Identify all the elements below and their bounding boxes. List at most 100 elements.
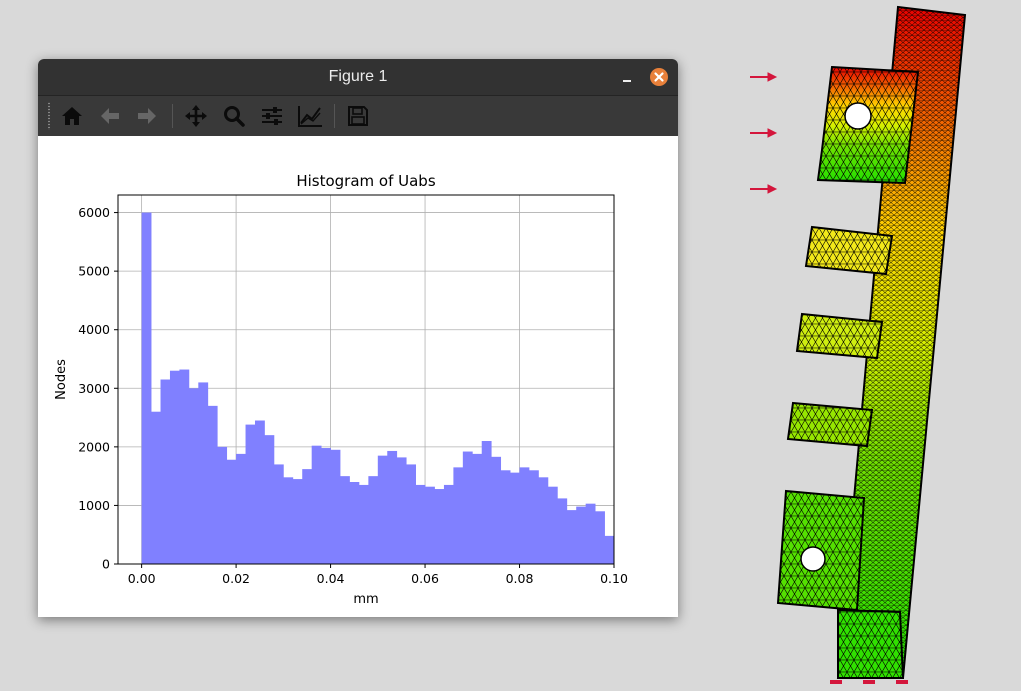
home-icon bbox=[62, 107, 82, 125]
x-tick-label: 0.10 bbox=[600, 571, 628, 586]
histogram-bar bbox=[283, 477, 294, 564]
toolbar-grip[interactable] bbox=[47, 102, 51, 130]
histogram-bar bbox=[141, 212, 152, 565]
fem-mesh-view bbox=[750, 5, 967, 684]
histogram-bar bbox=[160, 379, 171, 564]
y-tick-label: 5000 bbox=[78, 264, 110, 279]
pan-button[interactable] bbox=[180, 100, 212, 132]
histogram-bar bbox=[226, 459, 237, 564]
y-tick-label: 6000 bbox=[78, 205, 110, 220]
histogram-bar bbox=[377, 455, 388, 564]
floppy-disk-icon bbox=[348, 106, 368, 126]
x-tick-label: 0.08 bbox=[506, 571, 534, 586]
chart-title: Histogram of Uabs bbox=[296, 172, 435, 190]
histogram-bar bbox=[340, 476, 350, 564]
histogram-bar bbox=[500, 470, 511, 564]
x-tick-label: 0.02 bbox=[222, 571, 250, 586]
histogram-bar bbox=[566, 510, 577, 564]
histogram-bar bbox=[585, 503, 596, 564]
close-button[interactable] bbox=[650, 68, 668, 86]
y-axis-label: Nodes bbox=[54, 359, 69, 400]
back-button[interactable] bbox=[94, 100, 126, 132]
histogram-bar bbox=[264, 435, 275, 564]
histogram-bar bbox=[528, 470, 539, 564]
histogram-bar bbox=[538, 477, 549, 564]
histogram-bar bbox=[349, 482, 360, 564]
histogram-bar bbox=[321, 448, 331, 564]
histogram-bar bbox=[292, 479, 303, 564]
histogram-bar bbox=[311, 445, 322, 564]
histogram-bar bbox=[604, 535, 615, 564]
histogram-bar bbox=[519, 467, 530, 564]
zoom-button[interactable] bbox=[218, 100, 250, 132]
histogram-bar bbox=[198, 382, 209, 564]
move-icon bbox=[185, 105, 207, 127]
plot-canvas[interactable]: 0.00 0.02 0.04 0.06 0.08 0.10 0 1000 2000 3000 400… bbox=[38, 136, 678, 617]
histogram-bar bbox=[462, 451, 473, 564]
histogram-bar bbox=[434, 489, 445, 564]
histogram-bar bbox=[387, 450, 398, 564]
y-tick-label: 4000 bbox=[78, 322, 110, 337]
histogram-bar bbox=[169, 370, 180, 564]
figure-window: Figure 1 bbox=[38, 59, 678, 617]
home-button[interactable] bbox=[56, 100, 88, 132]
window-title: Figure 1 bbox=[328, 68, 388, 85]
x-axis-label: mm bbox=[353, 592, 378, 607]
sliders-icon bbox=[262, 107, 282, 125]
arrow-right-icon bbox=[138, 108, 156, 124]
histogram-bar bbox=[443, 484, 454, 564]
histogram-bar bbox=[236, 453, 246, 564]
histogram-bar bbox=[188, 388, 199, 564]
histogram-bar bbox=[207, 405, 218, 564]
forward-button[interactable] bbox=[131, 100, 163, 132]
y-tick-label: 3000 bbox=[78, 381, 110, 396]
figure-toolbar bbox=[38, 96, 678, 136]
window-titlebar[interactable]: Figure 1 bbox=[38, 59, 678, 96]
histogram-bar bbox=[576, 506, 587, 564]
histogram-bar bbox=[406, 464, 416, 564]
axis-ticks: 0.00 0.02 0.04 0.06 0.08 0.10 0 1000 2000 3000 400… bbox=[78, 205, 628, 586]
support-markers bbox=[830, 680, 908, 684]
histogram-bar bbox=[330, 449, 341, 564]
load-arrows bbox=[750, 72, 778, 194]
save-button[interactable] bbox=[342, 100, 374, 132]
fem-part-body bbox=[776, 5, 967, 679]
histogram-bar bbox=[273, 464, 284, 564]
histogram-bar bbox=[254, 420, 265, 564]
arrow-left-icon bbox=[101, 108, 119, 124]
histogram-bar bbox=[358, 484, 369, 564]
histogram-bar bbox=[547, 486, 558, 564]
histogram-bar bbox=[491, 456, 502, 564]
x-tick-label: 0.04 bbox=[317, 571, 345, 586]
histogram-bar bbox=[415, 484, 426, 564]
configure-subplots-button[interactable] bbox=[256, 100, 288, 132]
histogram-bar bbox=[179, 369, 190, 564]
histogram-bar bbox=[396, 457, 407, 564]
axes-frame bbox=[117, 194, 615, 565]
histogram-bar bbox=[368, 476, 379, 564]
histogram-bar bbox=[453, 467, 464, 564]
histogram-bar bbox=[245, 424, 256, 564]
minimize-button[interactable] bbox=[618, 67, 638, 87]
y-tick-label: 2000 bbox=[78, 439, 110, 454]
magnifier-icon bbox=[224, 106, 245, 127]
line-chart-icon bbox=[298, 106, 322, 127]
histogram-bar bbox=[217, 446, 228, 564]
x-tick-label: 0.00 bbox=[128, 571, 156, 586]
histogram-chart: 0.00 0.02 0.04 0.06 0.08 0.10 0 1000 2000 3000 400… bbox=[54, 172, 628, 607]
toolbar-separator bbox=[334, 104, 335, 128]
histogram-bars bbox=[141, 212, 615, 565]
y-tick-label: 0 bbox=[102, 557, 110, 572]
edit-axis-button[interactable] bbox=[294, 100, 326, 132]
toolbar-separator bbox=[172, 104, 173, 128]
histogram-bar bbox=[472, 453, 483, 564]
x-tick-label: 0.06 bbox=[411, 571, 439, 586]
histogram-bar bbox=[595, 511, 605, 564]
y-tick-label: 1000 bbox=[78, 498, 110, 513]
histogram-bar bbox=[557, 498, 568, 564]
histogram-bar bbox=[510, 472, 520, 564]
histogram-bar bbox=[151, 411, 161, 564]
histogram-bar bbox=[425, 486, 435, 564]
histogram-bar bbox=[481, 441, 492, 564]
histogram-bar bbox=[302, 469, 313, 564]
